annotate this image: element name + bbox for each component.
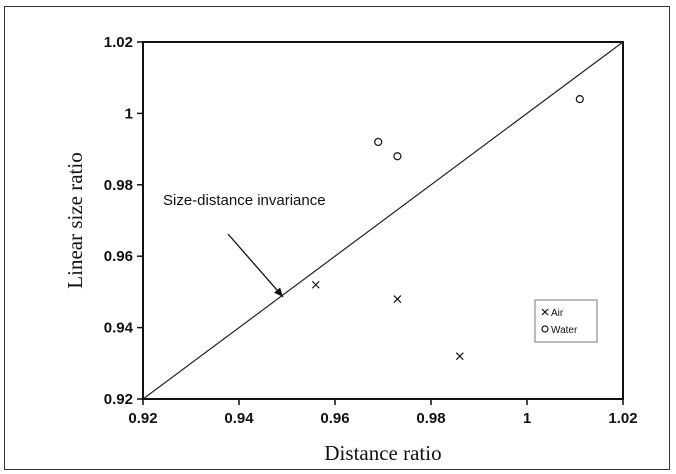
x-tick-label: 0.98 <box>416 410 445 427</box>
x-marker-stroke <box>455 352 464 361</box>
y-axis: 0.92 0.94 0.96 0.98 1 1.02 <box>104 34 143 408</box>
y-tick-label: 0.98 <box>104 177 133 194</box>
point-water <box>575 95 584 104</box>
x-tick-label: 1 <box>523 410 531 427</box>
figure-frame <box>4 6 670 470</box>
y-tick-label: 0.96 <box>104 248 133 265</box>
point-air <box>455 352 464 361</box>
y-tick-label: 1.02 <box>104 34 133 51</box>
legend: Air Water <box>534 299 598 343</box>
y-axis-title: Linear size ratio <box>63 152 87 288</box>
annotation-arrow <box>227 233 284 298</box>
x-axis: 0.92 0.94 0.96 0.98 1 1.02 <box>128 399 638 427</box>
point-air <box>311 280 320 289</box>
point-air <box>393 295 402 303</box>
data-points <box>311 95 584 361</box>
x-marker-stroke <box>393 295 402 303</box>
x-marker-stroke <box>311 280 320 289</box>
legend-box <box>534 299 598 343</box>
annotation-arrowhead <box>274 287 283 297</box>
invariance-line <box>142 41 624 400</box>
x-tick-label: 1.02 <box>608 410 637 427</box>
legend-marker-water <box>541 325 549 333</box>
x-marker-stroke <box>541 308 549 316</box>
x-axis-title: Distance ratio <box>324 441 441 465</box>
annotation-text: Size-distance invariance <box>163 192 326 209</box>
plot-area <box>142 41 624 400</box>
y-tick-label: 0.94 <box>104 320 134 337</box>
legend-label: Water <box>551 325 578 336</box>
point-water <box>393 152 402 161</box>
x-tick-label: 0.94 <box>224 410 254 427</box>
legend-marker-air <box>541 308 549 316</box>
x-tick-label: 0.92 <box>128 410 157 427</box>
y-tick-label: 1 <box>125 105 133 122</box>
point-water <box>374 137 383 147</box>
y-tick-label: 0.92 <box>104 391 133 408</box>
x-tick-label: 0.96 <box>320 410 349 427</box>
legend-label: Air <box>551 308 564 319</box>
